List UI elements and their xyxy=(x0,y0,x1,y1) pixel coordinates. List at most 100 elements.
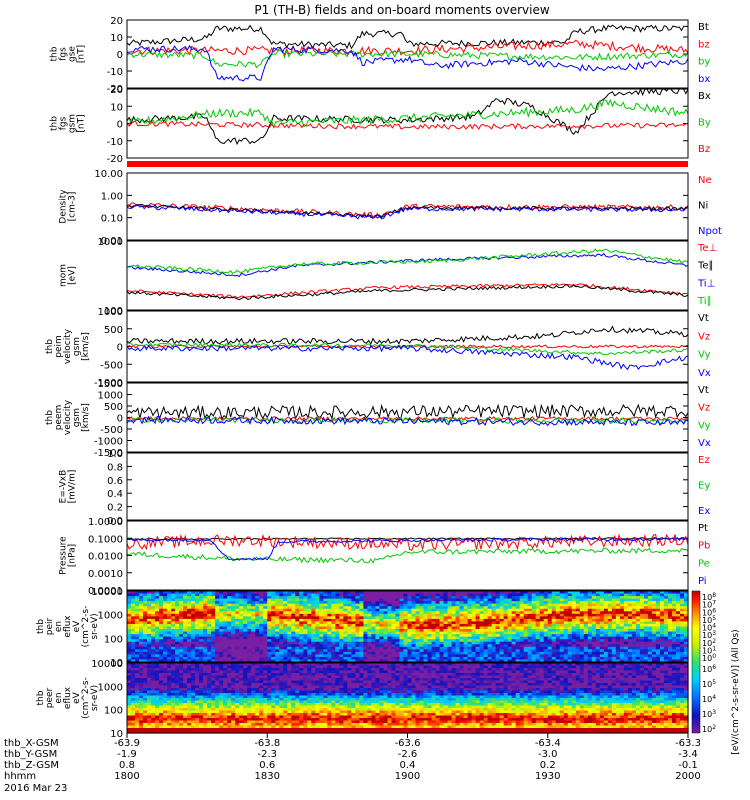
spectrogram-cell xyxy=(583,626,589,630)
spectrogram-cell xyxy=(607,654,613,658)
spectrogram-cell xyxy=(127,591,132,595)
spectrogram-cell xyxy=(411,593,417,597)
spectrogram-cell xyxy=(611,611,617,615)
spectrogram-cell xyxy=(427,659,433,663)
spectrogram-cell xyxy=(195,616,200,620)
spectrogram-cell xyxy=(547,606,553,610)
spectrogram-cell xyxy=(239,603,244,607)
spectrogram-cell xyxy=(463,601,469,605)
spectrogram-cell xyxy=(215,720,220,724)
spectrogram-cell xyxy=(251,659,256,663)
spectrogram-cell xyxy=(383,659,389,663)
spectrogram-cell xyxy=(311,634,316,638)
spectrogram-cell xyxy=(535,608,541,612)
spectrogram-cell xyxy=(619,621,625,625)
spectrogram-cell xyxy=(195,636,200,640)
spectrogram-cell xyxy=(187,698,192,702)
spectrogram-cell xyxy=(567,621,573,625)
spectrogram-cell xyxy=(659,596,665,600)
spectrogram-cell xyxy=(159,644,164,648)
spectrogram-cell xyxy=(367,631,373,635)
spectrogram-cell xyxy=(611,606,617,610)
spectrogram-cell xyxy=(435,651,441,655)
spectrogram-cell xyxy=(275,621,280,625)
spectrogram-cell xyxy=(235,639,240,643)
spectrogram-cell xyxy=(627,631,633,635)
spectrogram-cell xyxy=(375,611,381,615)
spectrogram-cell xyxy=(323,623,328,628)
spectrogram-cell xyxy=(387,608,393,612)
spectrogram-cell xyxy=(511,639,517,643)
spectrogram-cell xyxy=(367,656,373,661)
spectrogram-cell xyxy=(467,654,473,658)
spectrogram-cell xyxy=(271,601,276,605)
spectrogram-cell xyxy=(475,613,481,617)
spectrogram-cell xyxy=(219,659,224,663)
spectrogram-cell xyxy=(575,656,581,661)
spectrogram-cell xyxy=(427,656,433,661)
spectrogram-cell xyxy=(143,603,148,607)
spectrogram-cell xyxy=(539,656,545,661)
spectrogram-cell xyxy=(243,651,248,655)
spectrogram-cell xyxy=(555,629,561,633)
spectrogram-cell xyxy=(203,621,208,625)
spectrogram-cell xyxy=(515,634,521,638)
spectrogram-cell xyxy=(143,675,148,679)
spectrogram-cell xyxy=(311,659,316,663)
spectrogram-cell xyxy=(619,623,625,628)
spectrogram-cell xyxy=(127,688,132,692)
spectrogram-cell xyxy=(163,703,168,707)
spectrogram-cell xyxy=(179,720,184,724)
spectrogram-cell xyxy=(339,649,344,653)
spectrogram-cell xyxy=(583,608,589,612)
spectrogram-cell xyxy=(207,649,212,653)
spectrogram-cell xyxy=(219,698,224,702)
spectrogram-cell xyxy=(211,720,216,724)
series-line-Vt xyxy=(126,325,689,346)
spectrogram-cell xyxy=(167,603,172,607)
legend-label: Vx xyxy=(698,368,711,379)
spectrogram-cell xyxy=(175,649,180,653)
spectrogram-cell xyxy=(643,621,649,625)
spectrogram-cell xyxy=(351,623,357,628)
spectrogram-cell xyxy=(167,641,172,645)
spectrogram-cell xyxy=(227,715,232,719)
spectrogram-cell xyxy=(191,651,196,655)
spectrogram-cell xyxy=(127,683,132,687)
spectrogram-cell xyxy=(339,608,344,612)
spectrogram-cell xyxy=(351,631,357,635)
spectrogram-cell xyxy=(587,618,593,623)
spectrogram-cell xyxy=(523,613,529,617)
spectrogram-cell xyxy=(271,608,276,612)
spectrogram-cell xyxy=(163,618,168,623)
spectrogram-cell xyxy=(247,644,252,648)
spectrogram-cell xyxy=(651,623,657,628)
spectrogram-cell xyxy=(499,639,505,643)
spectrogram-cell xyxy=(355,646,361,650)
spectrogram-cell xyxy=(471,641,477,645)
spectrogram-cell xyxy=(515,611,521,615)
spectrogram-cell xyxy=(207,710,212,714)
spectrogram-cell xyxy=(267,636,272,640)
spectrogram-cell xyxy=(491,641,497,645)
spectrogram-cell xyxy=(215,608,220,612)
spectrogram-cell xyxy=(159,659,164,663)
spectrogram-cell xyxy=(263,613,268,617)
spectrogram-cell xyxy=(323,608,328,612)
spectrogram-cell xyxy=(303,631,308,635)
spectrogram-cell xyxy=(239,685,244,689)
spectrogram-cell xyxy=(419,608,425,612)
spectrogram-cell xyxy=(155,626,160,630)
spectrogram-cell xyxy=(667,629,673,633)
spectrogram-cell xyxy=(215,663,220,667)
spectrogram-cell xyxy=(127,601,132,605)
spectrogram-cell xyxy=(159,603,164,607)
spectrogram-cell xyxy=(643,601,649,605)
spectrogram-cell xyxy=(223,654,228,658)
spectrogram-cell xyxy=(383,611,389,615)
spectrogram-cell xyxy=(635,656,641,661)
ytick-label: 1000 xyxy=(98,391,123,402)
spectrogram-cell xyxy=(491,613,497,617)
spectrogram-cell xyxy=(579,608,585,612)
spectrogram-cell xyxy=(131,593,136,597)
